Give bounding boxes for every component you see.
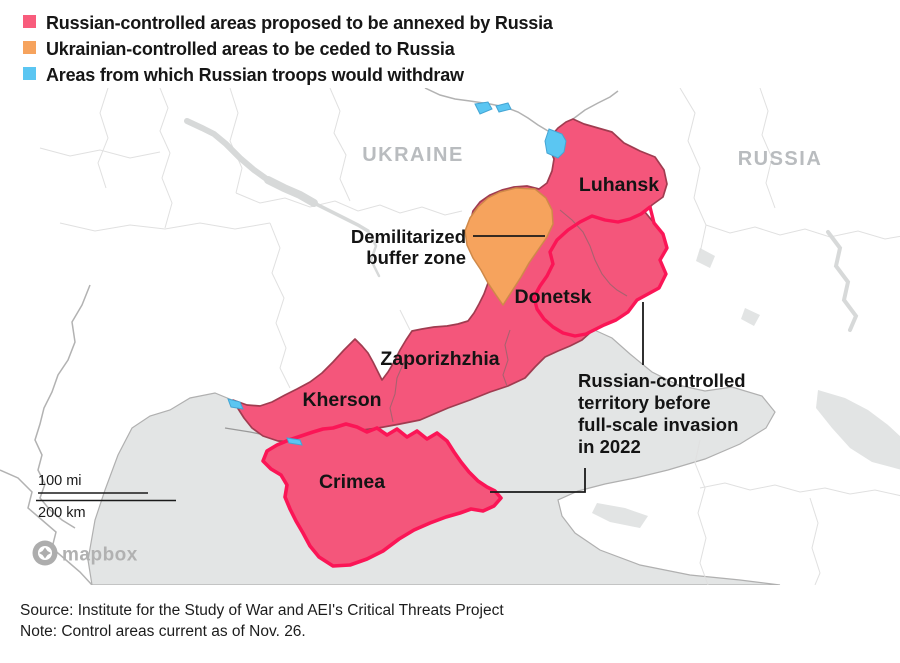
source-line: Source: Institute for the Study of War a… — [20, 602, 504, 619]
ceded-swatch-icon — [23, 41, 36, 54]
map: UKRAINE RUSSIA Luhansk Donetsk Zaporizhz… — [0, 87, 900, 586]
pre-2022-control-outline — [532, 205, 669, 338]
region-label-zaporizhzhia: Zaporizhzhia — [380, 348, 499, 370]
regions-withdraw — [227, 101, 567, 446]
annotation-pre-2022: Russian-controlled territory before full… — [490, 302, 746, 493]
scale-miles-label: 100 mi — [38, 473, 82, 489]
withdraw-swatch-icon — [23, 67, 36, 80]
region-label-kherson: Kherson — [302, 389, 381, 411]
legend-label: Russian-controlled areas proposed to be … — [46, 13, 553, 33]
region-label-donetsk: Donetsk — [515, 286, 592, 308]
withdraw-area-dnipro-delta — [227, 398, 244, 410]
admin-borders — [39, 87, 900, 586]
region-buffer-zone — [464, 187, 554, 306]
annotation-text: Demilitarized — [351, 226, 466, 247]
dnipro-river — [184, 118, 859, 332]
scale-km-label: 200 km — [38, 505, 86, 521]
mapbox-pin-icon — [39, 547, 51, 559]
map-canvas: UKRAINE RUSSIA Luhansk Donetsk Zaporizhz… — [0, 87, 900, 586]
legend-item-withdraw: Areas from which Russian troops would wi… — [23, 64, 553, 90]
note-line: Note: Control areas current as of Nov. 2… — [20, 623, 306, 640]
annotation-text: territory before — [578, 392, 711, 413]
legend-label: Areas from which Russian troops would wi… — [46, 65, 464, 85]
annotation-buffer-zone: Demilitarized buffer zone — [351, 226, 545, 268]
withdraw-area-kharkiv — [544, 128, 567, 159]
mapbox-wordmark: mapbox — [62, 545, 138, 566]
legend: Russian-controlled areas proposed to be … — [23, 12, 553, 90]
region-label-luhansk: Luhansk — [579, 174, 659, 196]
region-crimea — [261, 422, 503, 568]
annexed-swatch-icon — [23, 15, 36, 28]
annotation-text: buffer zone — [366, 247, 466, 268]
withdraw-area-spit — [286, 437, 303, 446]
source-note: Source: Institute for the Study of War a… — [20, 600, 504, 642]
withdraw-area-north-2 — [495, 102, 512, 113]
annotation-text: in 2022 — [578, 436, 641, 457]
country-borders — [0, 87, 619, 586]
region-label-crimea: Crimea — [319, 471, 385, 493]
withdraw-area-north-1 — [474, 101, 493, 115]
country-label-russia: RUSSIA — [738, 148, 823, 170]
country-label-ukraine: UKRAINE — [362, 144, 464, 166]
annotation-text: Russian-controlled — [578, 370, 746, 391]
mapbox-attribution[interactable]: mapbox — [32, 540, 138, 566]
legend-label: Ukrainian-controlled areas to be ceded t… — [46, 39, 455, 59]
legend-item-annexed: Russian-controlled areas proposed to be … — [23, 12, 553, 38]
legend-item-ceded: Ukrainian-controlled areas to be ceded t… — [23, 38, 553, 64]
scale-bar: 100 mi 200 km — [36, 473, 176, 521]
annotation-text: full-scale invasion — [578, 414, 738, 435]
land-cover-patches — [592, 248, 900, 528]
